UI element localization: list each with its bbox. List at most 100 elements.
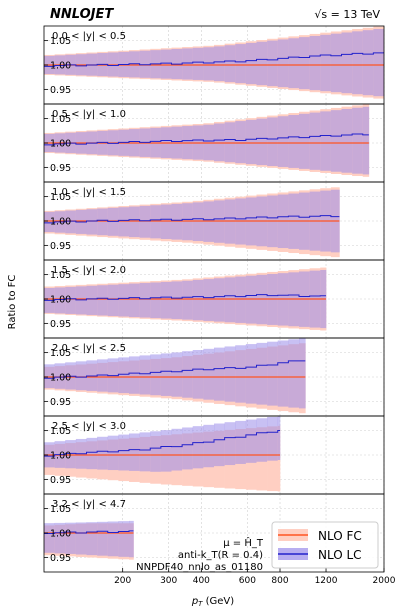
- x-tick-label: 2000: [373, 576, 396, 586]
- lc-band-bin: [97, 359, 109, 392]
- lc-band-bin: [171, 203, 183, 240]
- lc-band-bin: [203, 47, 215, 81]
- lc-band-bin: [352, 31, 364, 95]
- lc-band-bin: [118, 284, 130, 317]
- lc-band-bin: [129, 520, 134, 558]
- lc-band-bin: [267, 341, 279, 406]
- lc-band-bin: [139, 432, 151, 472]
- lc-band-bin: [309, 112, 321, 170]
- x-tick-label: 400: [193, 576, 210, 586]
- lc-band-bin: [139, 283, 151, 318]
- lc-band-bin: [352, 107, 364, 174]
- lc-band-bin: [160, 204, 172, 239]
- panel-rapidity-label: 0.0 < |y| < 0.5: [52, 31, 126, 42]
- y-tick-label: 1.05: [50, 348, 71, 359]
- lc-band-bin: [160, 353, 172, 396]
- lc-ratio-step: [44, 530, 134, 534]
- lc-band-bin: [256, 342, 268, 405]
- lc-band-bin: [267, 117, 279, 167]
- lc-band-bin: [150, 205, 162, 239]
- x-axis-ticks: 200 300 400 600 800 1200 2000: [114, 568, 396, 586]
- lc-band-bin: [256, 418, 268, 462]
- lc-band-bin: [86, 437, 98, 470]
- y-tick-label: 0.95: [50, 85, 71, 96]
- lc-band-bin: [288, 115, 300, 168]
- panel-bins: [44, 338, 306, 414]
- lc-band-bin: [192, 350, 204, 399]
- lc-band-bin: [224, 122, 236, 163]
- lc-band-bin: [192, 47, 204, 80]
- y-tick-label: 1.00: [50, 217, 71, 228]
- y-tick-label: 1.05: [50, 114, 71, 125]
- panel-5: 0.95 1.00 1.052.5 < |y| < 3.0: [43, 415, 385, 495]
- lc-band-bin: [171, 352, 183, 397]
- lc-band-bin: [171, 281, 183, 320]
- lc-band-bin: [129, 356, 140, 394]
- panel-4: 0.95 1.00 1.052.0 < |y| < 2.5: [43, 337, 385, 417]
- lc-band-bin: [277, 416, 281, 460]
- lc-band-bin: [54, 522, 66, 554]
- panel-rapidity-label: 2.0 < |y| < 2.5: [52, 343, 126, 354]
- lc-band-bin: [75, 522, 87, 555]
- lc-band-bin: [277, 39, 289, 88]
- panel-rapidity-label: 3.2 < |y| < 4.7: [52, 499, 126, 510]
- lc-band-bin: [139, 205, 151, 238]
- lc-band-bin: [65, 522, 77, 554]
- y-tick-label: 1.00: [50, 295, 71, 306]
- lc-band-bin: [341, 108, 353, 173]
- lc-ratio-step: [44, 52, 384, 67]
- lc-band-bin: [330, 33, 342, 93]
- lc-band-bin: [86, 209, 98, 235]
- lc-band-bin: [44, 364, 55, 389]
- lc-band-bin: [182, 427, 194, 470]
- lc-band-bin: [160, 281, 172, 319]
- lc-band-bin: [171, 428, 183, 471]
- lc-band-bin: [86, 285, 98, 315]
- lc-band-bin: [192, 426, 204, 469]
- x-tick-label: 1200: [315, 576, 338, 586]
- lc-band-bin: [182, 351, 194, 398]
- lc-band-bin: [299, 338, 306, 409]
- panel-rapidity-label: 0.5 < |y| < 1.0: [52, 109, 126, 120]
- annotation-jet-algorithm: anti-k_T(R = 0.4): [178, 550, 263, 561]
- y-tick-label: 1.05: [50, 426, 71, 437]
- lc-band-bin: [139, 50, 151, 78]
- y-tick-label: 1.00: [50, 61, 71, 72]
- y-tick-label: 0.95: [50, 475, 71, 486]
- y-axis-label: Ratio to FC: [7, 275, 18, 330]
- lc-band-bin: [330, 110, 342, 172]
- lc-band-bin: [192, 279, 204, 321]
- y-tick-label: 1.00: [50, 139, 71, 150]
- lc-band-bin: [224, 45, 236, 83]
- lc-band-bin: [97, 208, 109, 236]
- annotation-pdf: NNPDF40_nnlo_as_01180: [136, 562, 263, 573]
- lc-band-bin: [107, 207, 119, 236]
- y-tick-label: 0.95: [50, 553, 71, 564]
- lc-band-bin: [214, 423, 225, 467]
- lc-band-bin: [150, 282, 162, 319]
- panel-6: 0.95 1.00 1.053.2 < |y| < 4.7: [43, 493, 385, 573]
- lc-band-bin: [214, 123, 225, 162]
- annotation-scale: μ = Ĥ_T: [223, 536, 264, 549]
- y-tick-label: 0.95: [50, 319, 71, 330]
- lc-band-bin: [160, 49, 172, 79]
- lc-band-bin: [277, 116, 289, 167]
- y-tick-label: 1.00: [50, 451, 71, 462]
- lc-band-bin: [86, 522, 98, 556]
- lc-band-bin: [150, 354, 162, 396]
- panel-1: 0.95 1.00 1.050.5 < |y| < 1.0: [43, 103, 385, 183]
- lc-band-bin: [235, 345, 247, 403]
- lc-band-bin: [107, 284, 119, 316]
- lc-band-bin: [245, 119, 257, 165]
- lc-band-bin: [182, 48, 194, 80]
- x-tick-label: 200: [114, 576, 131, 586]
- lc-band-bin: [214, 278, 225, 322]
- lc-band-bin: [235, 420, 247, 464]
- lc-band-bin: [320, 34, 332, 92]
- lc-band-bin: [256, 41, 268, 86]
- lc-band-bin: [129, 206, 140, 238]
- panel-rapidity-label: 1.0 < |y| < 1.5: [52, 187, 126, 198]
- lc-band-bin: [107, 435, 119, 471]
- lc-band-bin: [224, 346, 236, 402]
- x-tick-label: 300: [160, 576, 177, 586]
